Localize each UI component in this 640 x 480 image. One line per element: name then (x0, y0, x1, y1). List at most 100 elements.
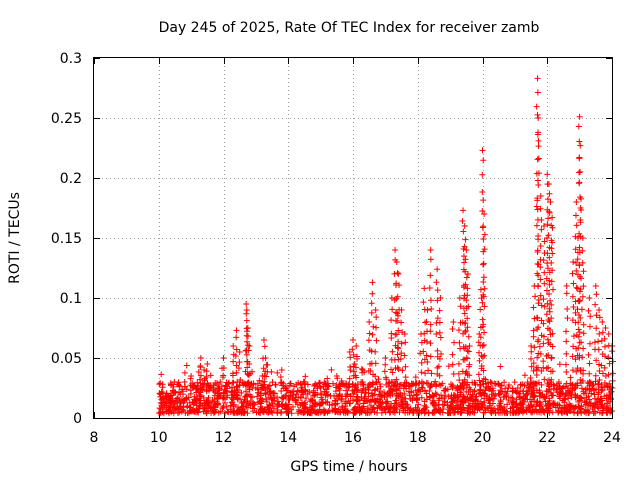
cluster-point (541, 280, 548, 287)
cluster-point (480, 248, 487, 255)
cluster-point (462, 327, 469, 334)
baseline-point (445, 363, 452, 370)
cluster-point (569, 293, 576, 300)
baseline-point (419, 407, 426, 414)
baseline-point (197, 392, 204, 399)
cluster-point (541, 238, 548, 245)
cluster-point (480, 197, 487, 204)
cluster-point (535, 181, 542, 188)
cluster-point (580, 321, 587, 328)
data-point (463, 247, 470, 253)
cluster-point (481, 303, 488, 310)
baseline-point (460, 392, 467, 399)
cluster-point (420, 348, 427, 355)
baseline-point (589, 406, 596, 413)
baseline-point (396, 385, 403, 392)
cluster-point (544, 300, 551, 307)
baseline-point (460, 400, 467, 407)
cluster-point (399, 367, 406, 374)
baseline-point (158, 371, 165, 378)
cluster-point (530, 333, 537, 340)
baseline-point (268, 368, 275, 375)
baseline-point (595, 380, 602, 387)
cluster-point (540, 320, 547, 327)
baseline-point (249, 394, 256, 401)
baseline-point (497, 363, 504, 370)
cluster-point (598, 383, 605, 390)
cluster-point (278, 388, 285, 395)
cluster-point (347, 354, 354, 361)
baseline-point (381, 389, 388, 396)
cluster-point (531, 344, 538, 351)
baseline-point (358, 389, 365, 396)
data-point (278, 367, 285, 373)
cluster-point (203, 373, 210, 380)
baseline-point (166, 397, 173, 404)
baseline-point (441, 387, 448, 394)
cluster-point (538, 226, 545, 233)
cluster-point (428, 370, 435, 377)
data-points (156, 75, 616, 417)
cluster-point (423, 338, 430, 345)
baseline-point (488, 407, 495, 414)
cluster-point (196, 376, 203, 383)
cluster-point (437, 334, 444, 341)
cluster-point (593, 325, 600, 332)
baseline-point (432, 406, 439, 413)
cluster-point (245, 347, 252, 354)
data-point (573, 199, 580, 205)
cluster-point (577, 376, 584, 383)
baseline-point (256, 398, 263, 405)
cluster-point (579, 293, 586, 300)
cluster-point (534, 260, 541, 267)
cluster-point (423, 352, 430, 359)
baseline-point (269, 379, 276, 386)
baseline-point (429, 392, 436, 399)
baseline-point (361, 407, 368, 414)
cluster-point (436, 355, 443, 362)
cluster-point (601, 364, 608, 371)
cluster-point (572, 246, 579, 253)
baseline-point (599, 409, 606, 416)
baseline-point (186, 399, 193, 406)
cluster-point (244, 333, 251, 340)
cluster-point (580, 330, 587, 337)
baseline-point (393, 392, 400, 399)
cluster-point (563, 338, 570, 345)
cluster-point (398, 319, 405, 326)
data-point (477, 286, 484, 293)
data-point (596, 307, 603, 313)
cluster-point (548, 376, 555, 383)
baseline-point (163, 406, 170, 413)
cluster-point (466, 384, 473, 391)
cluster-point (606, 360, 613, 367)
cluster-point (528, 384, 535, 391)
cluster-point (381, 368, 388, 375)
cluster-point (481, 285, 488, 292)
baseline-point (507, 410, 514, 417)
baseline-point (564, 385, 571, 392)
cluster-point (599, 329, 606, 336)
baseline-point (169, 408, 176, 415)
cluster-point (580, 345, 587, 352)
cluster-point (591, 339, 598, 346)
data-point (372, 307, 379, 313)
cluster-point (318, 391, 325, 398)
data-point (479, 147, 486, 154)
cluster-point (481, 231, 488, 238)
cluster-point (455, 370, 462, 377)
data-point (437, 295, 444, 301)
baseline-point (430, 401, 437, 408)
baseline-point (176, 382, 183, 389)
x-tick-label: 14 (279, 430, 297, 446)
baseline-point (390, 409, 397, 416)
baseline-point (531, 392, 538, 399)
cluster-point (475, 339, 482, 346)
baseline-point (467, 409, 474, 416)
data-point (579, 235, 586, 241)
cluster-point (462, 329, 469, 336)
baseline-point (210, 382, 217, 389)
baseline-point (599, 403, 606, 410)
baseline-point (157, 406, 164, 413)
cluster-point (476, 377, 483, 384)
